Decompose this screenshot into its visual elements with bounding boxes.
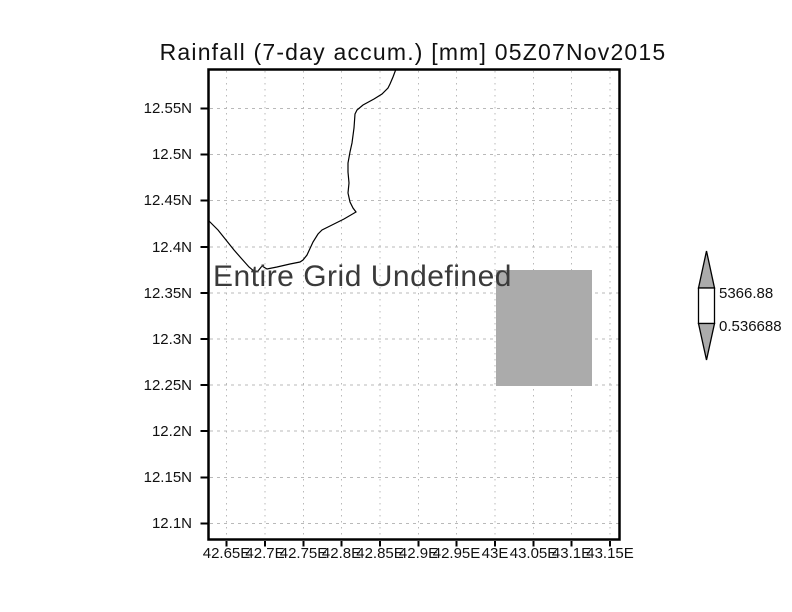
y-axis-label: 12.5N [151,146,192,163]
x-axis-label: 42.75E [279,545,328,562]
x-axis-label: 42.95E [432,545,481,562]
y-axis-label: 12.15N [143,469,192,486]
y-axis-label: 12.55N [143,100,192,117]
grid-undefined-message: Entire Grid Undefined [213,260,512,293]
x-axis-label: 42.7E [245,545,285,562]
coastline [208,68,397,273]
colorbar [697,250,716,361]
y-axis-label: 12.35N [143,284,192,302]
x-axis-ticks [225,541,611,547]
x-axis-label: 42.9E [398,545,439,562]
colorbar-max-label: 5366.88 [719,285,774,302]
x-axis-label: 42.8E [321,545,362,562]
colorbar-mid-cell [697,287,716,325]
y-axis-ticks [200,107,208,525]
map-border [207,68,621,541]
colorbar-top-arrow [697,250,716,289]
x-axis-label: 43.15E [586,545,634,562]
y-axis-label: 12.3N [151,330,192,348]
colorbar-bottom-arrow [697,322,716,361]
x-axis-label: 43.05E [509,545,558,562]
y-axis-label: 12.1N [151,515,192,532]
plot-title: Rainfall (7-day accum.) [mm] 05Z07Nov201… [159,39,667,65]
y-axis-label: 12.2N [151,422,192,440]
colorbar-min-label: 0.536688 [719,318,782,335]
undefined-region-rect [496,270,592,386]
x-axis-label: 43E [481,545,509,562]
y-axis-label: 12.45N [143,192,192,209]
x-axis-label: 42.65E [202,545,251,562]
horizontal-gridlines [210,108,619,524]
y-axis-label: 12.25N [143,376,192,394]
x-axis-label: 43.1E [551,545,592,562]
x-axis-label: 42.85E [356,545,404,562]
y-axis-label: 12.4N [151,238,192,256]
